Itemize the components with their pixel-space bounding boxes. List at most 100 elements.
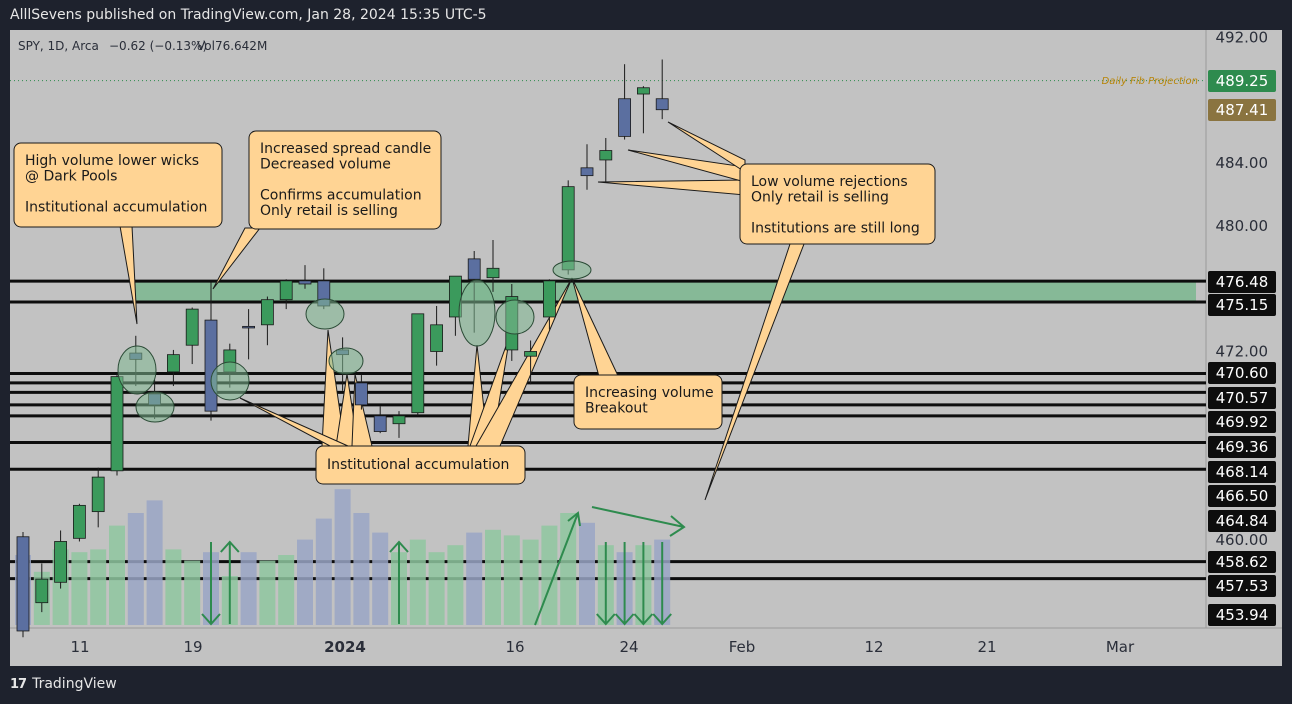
candle [637, 86, 650, 134]
volume-arrow-head [633, 613, 654, 626]
x-tick-label: Mar [1106, 638, 1135, 656]
y-tick-label: 480.00 [1216, 217, 1269, 235]
candle [16, 532, 30, 638]
accumulation-ellipse [117, 345, 157, 395]
footer-bar [0, 666, 1292, 704]
callout-box [13, 142, 223, 228]
legend-symbol[interactable]: SPY, 1D, Arca [18, 39, 99, 53]
candle [411, 313, 425, 416]
price-tag: 476.48 [1208, 271, 1276, 293]
price-tag-box [1208, 411, 1276, 433]
candle [54, 530, 67, 589]
price-tag: 466.50 [1208, 485, 1276, 507]
price-scale[interactable]: 492.00 484.00 480.00 472.00 460.00 [1216, 29, 1269, 549]
time-scale[interactable]: 11 19 2024 16 24 Feb 12 21 Mar [70, 638, 1135, 656]
volume-arrow-down [652, 542, 672, 626]
price-tag-label: 466.50 [1216, 487, 1269, 505]
candle-body [599, 150, 613, 161]
y-tick-label: 492.00 [1216, 29, 1269, 47]
price-tag-label: 468.14 [1216, 463, 1269, 481]
candle [242, 309, 256, 360]
candle [430, 305, 444, 366]
volume-bar [259, 560, 276, 625]
volume-arrow-head [596, 613, 616, 626]
candle [618, 64, 631, 140]
callout-line: Institutional accumulation [327, 457, 509, 473]
volume-bar [353, 513, 370, 625]
candle-body [486, 267, 500, 279]
tradingview-logo[interactable]: 17 TradingView [10, 676, 117, 692]
volume-bar [447, 545, 464, 625]
price-tag-label: 457.53 [1216, 577, 1269, 595]
volume-arrow-head [614, 613, 635, 626]
breakout-volume-arrow [534, 512, 579, 626]
volume-bar [409, 539, 426, 625]
callout-line: Breakout [585, 401, 648, 417]
candle-body [430, 324, 444, 352]
volume-bar [522, 539, 539, 625]
volume-bar [71, 552, 88, 625]
candle-body [373, 415, 387, 432]
volume-bar [503, 535, 520, 625]
volume-bar [90, 549, 107, 625]
candle [166, 349, 180, 387]
price-tag-box [1208, 294, 1276, 316]
callout-line: Decreased volume [260, 157, 391, 173]
volume-arrows-layer [201, 506, 686, 626]
volume-bar [127, 513, 144, 625]
price-chart[interactable]: High volume lower wicks@ Dark Pools Insti… [0, 0, 1292, 666]
volume-arrow-down [596, 542, 616, 626]
price-tag-box [1208, 575, 1276, 597]
declining-volume-arrow [591, 506, 685, 528]
publish-header: AlllSevens published on TradingView.com,… [0, 0, 1292, 30]
price-tag-box [1208, 99, 1276, 121]
volume-layer [15, 489, 671, 625]
price-tag-label: 469.92 [1216, 413, 1269, 431]
callout-line: Increased spread candle [260, 141, 431, 157]
legend-volume: Vol76.642M [197, 39, 267, 53]
x-tick-label: Feb [729, 638, 756, 656]
price-tag-label: 487.41 [1216, 101, 1269, 119]
candle-body [561, 186, 575, 271]
candle [524, 340, 537, 385]
candle-body [185, 308, 199, 346]
price-tag-label: 489.25 [1216, 72, 1269, 90]
volume-bar [146, 500, 163, 625]
tradingview-logo-icon: 17 [10, 676, 27, 692]
candle-body [467, 258, 481, 280]
candle-body [392, 415, 406, 425]
volume-bar [466, 532, 483, 625]
accumulation-zone [134, 281, 1196, 303]
publish-text: AlllSevens published on TradingView.com,… [10, 7, 487, 23]
candle [260, 296, 274, 346]
price-tag: 457.53 [1208, 575, 1276, 597]
x-tick-label: 12 [864, 638, 883, 656]
volume-arrow-down [614, 542, 635, 626]
volume-bar [165, 549, 182, 625]
tradingview-brand: TradingView [32, 676, 117, 692]
accumulation-ellipse [135, 391, 175, 423]
candle-body [73, 504, 86, 539]
candle-body [298, 280, 312, 285]
callout-line: Only retail is selling [260, 203, 398, 219]
candle-body [524, 351, 537, 357]
volume-arrow-up [220, 540, 240, 624]
callout-wicks: High volume lower wicks@ Dark Pools Insti… [13, 142, 223, 228]
x-tick-label: 21 [977, 638, 996, 656]
price-tag: 469.92 [1208, 411, 1276, 433]
price-tag-box [1208, 461, 1276, 483]
volume-arrow-head [220, 540, 240, 553]
price-tag: 468.14 [1208, 461, 1276, 483]
candle-body [242, 325, 256, 329]
price-tag-label: 458.62 [1216, 553, 1269, 571]
accumulation-ellipse [458, 279, 496, 347]
price-tag: 453.94 [1208, 604, 1276, 626]
candle-body [110, 376, 124, 472]
x-tick-label: 19 [183, 638, 202, 656]
candle-body [580, 167, 594, 177]
candle [392, 411, 406, 438]
volume-bar [485, 529, 501, 625]
x-tick-label: 24 [619, 638, 638, 656]
accumulation-ellipse [495, 299, 535, 335]
